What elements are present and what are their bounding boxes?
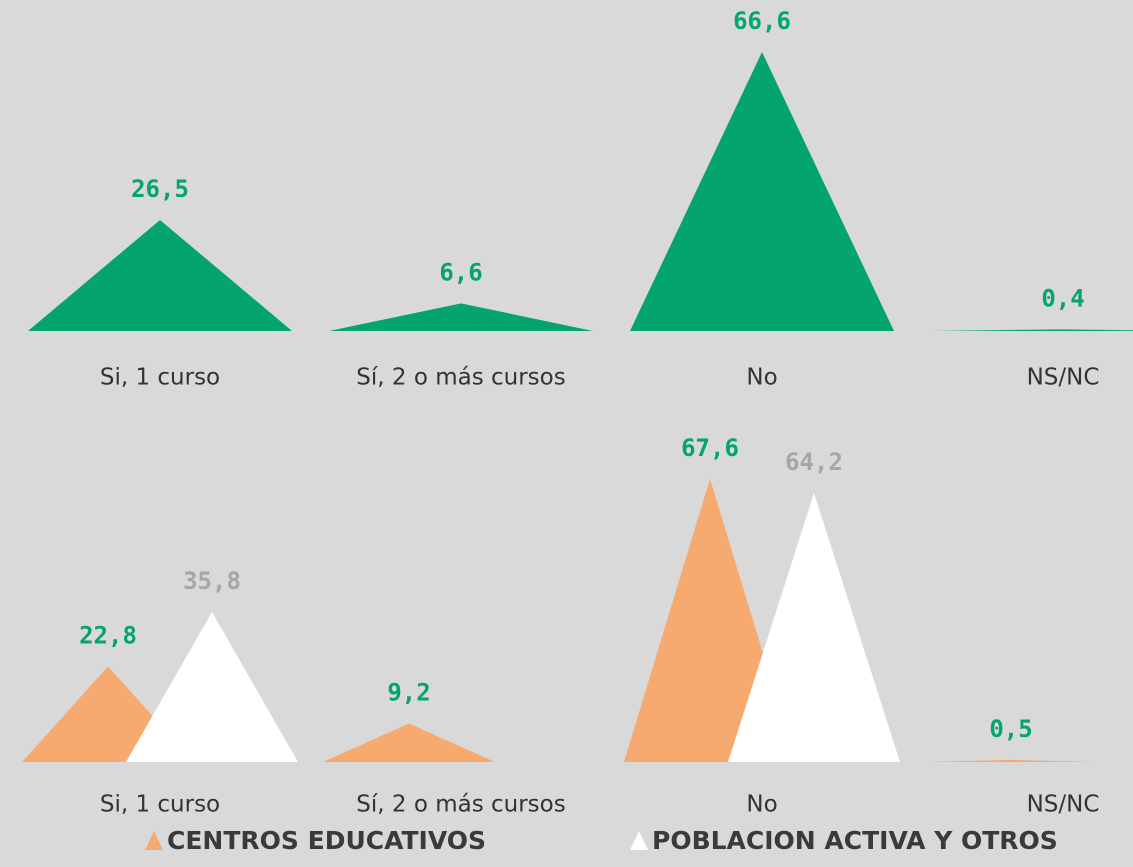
- triangle: [28, 219, 292, 331]
- triangle: [630, 51, 894, 332]
- legend-label: POBLACION ACTIVA Y OTROS: [652, 826, 1058, 855]
- value-label: 35,8: [183, 567, 241, 595]
- category-label: No: [746, 365, 777, 391]
- value-label: 6,6: [439, 258, 482, 286]
- triangle: [323, 723, 495, 762]
- value-label: 26,5: [131, 175, 189, 203]
- category-label: Si, 1 curso: [100, 365, 220, 391]
- category-label: Sí, 2 o más cursos: [356, 792, 565, 818]
- value-label: 9,2: [387, 678, 430, 706]
- category-label: NS/NC: [1027, 792, 1100, 818]
- category-label: Si, 1 curso: [100, 792, 220, 818]
- triangle: [126, 611, 298, 762]
- value-label: 64,2: [785, 448, 843, 476]
- value-label: 66,6: [733, 7, 791, 35]
- value-label: 67,6: [681, 434, 739, 462]
- category-label: No: [746, 792, 777, 818]
- legend-label: CENTROS EDUCATIVOS: [167, 826, 486, 855]
- triangle: [728, 493, 900, 762]
- triangle: [931, 329, 1133, 331]
- value-label: 0,5: [989, 715, 1032, 743]
- triangle: [925, 759, 1097, 762]
- legend-swatch: [630, 831, 648, 850]
- category-label: Sí, 2 o más cursos: [356, 365, 565, 391]
- triangle: [329, 303, 593, 331]
- category-label: NS/NC: [1027, 365, 1100, 391]
- legend-swatch: [145, 831, 163, 850]
- value-label: 0,4: [1041, 284, 1084, 312]
- value-label: 22,8: [79, 621, 137, 649]
